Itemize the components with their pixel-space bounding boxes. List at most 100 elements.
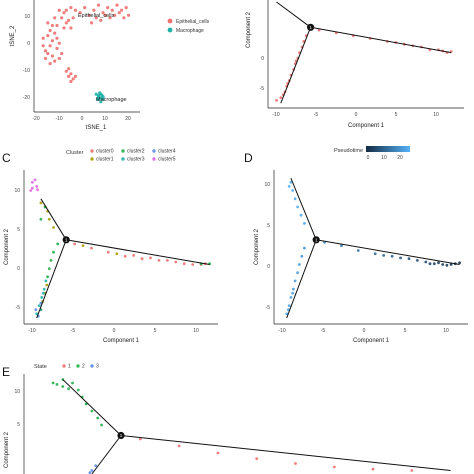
x-tick-d-4: 10 <box>443 328 449 334</box>
panel-a-legend: Epithelial_cells Macrophage <box>167 18 210 34</box>
point-epithelial_cells <box>73 8 78 12</box>
point-state-2 <box>100 423 103 427</box>
panel-e-branch-point-label: 1 <box>120 433 123 438</box>
point-cluster5 <box>36 188 39 192</box>
point-cluster1 <box>81 244 85 248</box>
y-tick-a-3: -20 <box>23 95 30 101</box>
point-epithelial_cells <box>94 16 98 20</box>
point-epithelial_cells <box>57 56 61 61</box>
point-epithelial_cells <box>41 36 45 40</box>
panel-c-trajectory-segment <box>66 239 210 265</box>
point-cell <box>399 256 402 260</box>
legend-label-cluster1: cluster1 <box>96 157 114 163</box>
point-cluster2 <box>46 275 49 279</box>
point-epithelial_cells <box>62 26 66 30</box>
point-epithelial_cells <box>55 36 59 40</box>
y-axis-title-e: Component 2 <box>4 431 10 468</box>
point-cell <box>285 312 289 316</box>
point-state-1 <box>371 467 375 471</box>
point-cell <box>299 213 303 217</box>
panel-b-branch-point-label: 1 <box>309 25 312 30</box>
point-cell <box>289 180 293 184</box>
panel-e-trajectory-segment <box>62 379 122 436</box>
x-tick-b-2: 0 <box>355 112 358 118</box>
panel-c-x-ticks: -10 -5 0 5 10 <box>28 328 199 334</box>
panel-b: 1 0 -5 -10 -5 0 5 10 Component 1 Compone… <box>246 0 464 129</box>
panel-a-x-ticks: -20 -10 0 10 20 <box>32 116 131 122</box>
panel-b-trajectory-segment <box>276 1 311 28</box>
point-epithelial_cells <box>46 51 50 56</box>
panel-b-trajectory-segment <box>310 26 452 54</box>
point-cluster0 <box>191 263 195 266</box>
y-axis-title-a: tSNE_2 <box>10 25 16 46</box>
y-tick-d-2: 0 <box>267 264 270 270</box>
point-epithelial_cells <box>99 18 103 22</box>
point-cluster0 <box>106 250 110 254</box>
y-tick-c-1: 5 <box>17 227 20 233</box>
x-tick-c-3: 5 <box>154 328 157 334</box>
point-epithelial_cells <box>48 28 52 33</box>
point-state-2 <box>84 402 88 406</box>
point-cluster2 <box>56 242 60 246</box>
panel-a-y-ticks: 10 0 -10 -20 <box>23 14 30 101</box>
x-tick-c-0: -10 <box>28 328 35 334</box>
point-epithelial_cells <box>69 79 73 84</box>
point-cluster0 <box>73 242 76 246</box>
point-state-2 <box>51 381 55 385</box>
panel-e-legend-title: State <box>34 364 47 370</box>
point-cluster5 <box>31 180 34 184</box>
point-cluster0 <box>182 262 186 266</box>
point-state-2 <box>90 409 94 413</box>
point-cell <box>340 244 343 248</box>
panel-a-annotation-epithelial: Epithelial_cells <box>78 13 115 19</box>
point-epithelial_cells <box>48 44 52 48</box>
point-cluster3 <box>44 279 48 283</box>
point-epithelial_cells <box>126 13 131 17</box>
panel-e-trajectory-segment <box>120 435 451 471</box>
x-tick-c-4: 10 <box>193 328 199 334</box>
point-cluster0 <box>132 254 136 257</box>
x-axis-title-c: Component 1 <box>103 338 140 344</box>
point-epithelial_cells <box>43 49 48 53</box>
y-tick-a-0: 10 <box>24 14 30 20</box>
point-epithelial_cells <box>69 26 73 30</box>
point-epithelial_cells <box>106 6 110 10</box>
point-epithelial_cells <box>108 16 112 20</box>
point-cell <box>416 259 419 262</box>
point-cell <box>287 185 291 188</box>
x-axis-title-a: tSNE_1 <box>86 125 107 131</box>
point-epithelial_cells <box>50 39 55 43</box>
panel-e-branch-point <box>117 431 125 440</box>
point-state-3 <box>90 469 94 472</box>
panel-e-y-ticks: 10 5 <box>14 389 20 428</box>
point-state-3 <box>94 464 98 467</box>
point-cell <box>275 99 278 102</box>
point-epithelial_cells <box>57 8 61 12</box>
point-cluster1 <box>52 226 55 229</box>
y-tick-e-1: 5 <box>17 422 20 428</box>
point-cell <box>458 261 461 265</box>
panel-b-points <box>275 28 453 102</box>
point-epithelial_cells <box>53 59 57 63</box>
panel-d-trajectory: 1 <box>286 178 460 319</box>
point-epithelial_cells <box>50 54 55 58</box>
point-cluster5 <box>31 186 34 190</box>
panel-c-trajectory-segment <box>36 239 67 319</box>
panel-b-x-ticks: -10 -5 0 5 10 <box>272 112 439 118</box>
panel-b-y-ticks: 0 -5 <box>260 56 265 92</box>
panel-c-trajectory-segment <box>40 198 67 241</box>
point-cluster4 <box>34 308 38 312</box>
point-epithelial_cells <box>57 41 61 45</box>
panel-d-y-ticks: 10 5 0 -5 <box>264 182 270 311</box>
panel-b-trajectory: 1 <box>276 1 452 104</box>
y-axis-title-c: Component 2 <box>4 228 10 265</box>
point-cell <box>287 304 291 307</box>
panel-letter-d: D <box>244 151 253 165</box>
legend-marker-cluster1 <box>90 157 94 161</box>
point-epithelial_cells <box>101 11 105 15</box>
legend-marker-cluster4 <box>152 149 156 153</box>
point-epithelial_cells <box>115 3 119 7</box>
x-tick-b-3: 5 <box>395 112 398 118</box>
x-axis-title-d: Component 1 <box>353 338 390 344</box>
